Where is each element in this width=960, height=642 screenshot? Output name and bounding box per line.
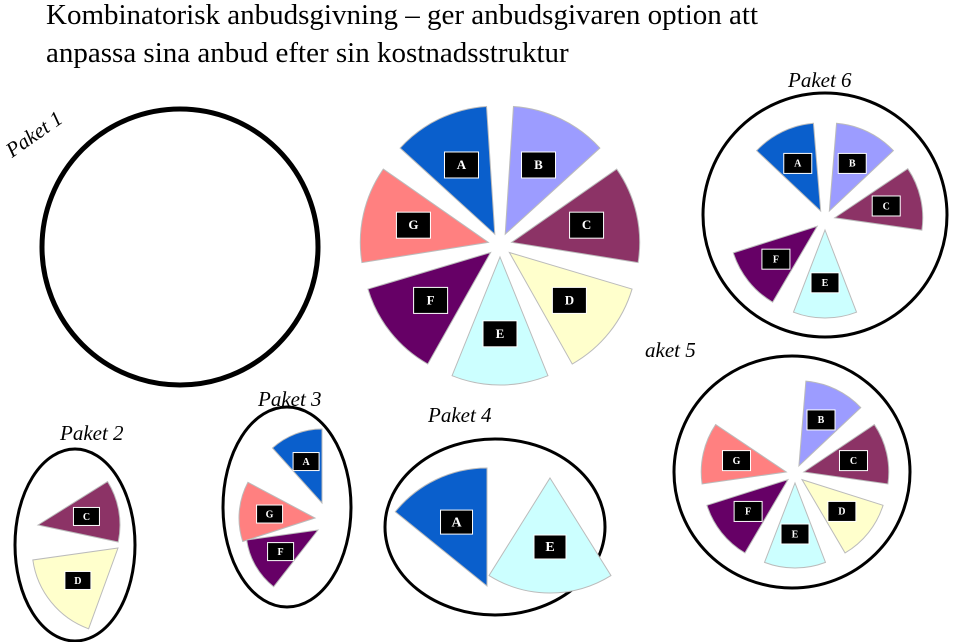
segment-label-box (733, 500, 763, 522)
segment-label: C (850, 456, 857, 467)
segment-label-box (761, 248, 791, 270)
segment-label: D (838, 507, 845, 518)
segment-label-box (440, 509, 474, 535)
segment-label: C (83, 512, 90, 523)
segment-label-box (395, 211, 431, 239)
segment-label-box (722, 450, 752, 472)
package-circle (221, 405, 353, 609)
segment-label-box (806, 409, 836, 431)
segment-label: G (408, 217, 418, 232)
segment-label: A (794, 159, 802, 170)
package-label: Paket 1 (0, 106, 67, 163)
segment-label: E (496, 326, 505, 341)
package-label: Paket 6 (787, 68, 852, 92)
segment-label-box (482, 320, 518, 348)
segment-label-box (413, 286, 449, 314)
segment-label: F (427, 292, 435, 307)
title-line: anpassa sina anbud efter sin kostnadsstr… (46, 37, 569, 69)
segment-label: E (822, 278, 829, 289)
segment-label: B (849, 159, 856, 170)
package-circle (39, 106, 321, 388)
package-label: Paket 4 (427, 403, 492, 427)
segment-label: D (565, 292, 574, 307)
segment-label-box (292, 452, 320, 472)
segment-label-box (521, 151, 557, 179)
segment-label: B (818, 415, 825, 426)
title-line: Kombinatorisk anbudsgivning – ger anbuds… (46, 0, 758, 31)
package-circle (672, 354, 912, 590)
package-circle (383, 437, 607, 617)
segment-label-box (569, 211, 605, 239)
segment-label-box (64, 570, 92, 590)
package-label: Paket 3 (257, 387, 322, 411)
segment-label: F (745, 507, 751, 518)
segment-label: F (278, 547, 284, 558)
segment-label: B (534, 157, 543, 172)
segment-label-box (827, 500, 857, 522)
package-circle (13, 447, 137, 642)
segment-label-box (783, 152, 813, 174)
package-label: Paket 2 (59, 421, 124, 445)
package-label: aket 5 (645, 338, 696, 362)
segment-label: A (302, 457, 310, 468)
segment-label-box (267, 542, 295, 562)
segment-label: C (883, 201, 890, 212)
segment-label: A (451, 515, 462, 530)
segment-label-box (256, 504, 284, 524)
segment-label: G (733, 456, 741, 467)
segment-label: D (74, 576, 81, 587)
segment-label-box (837, 152, 867, 174)
segment-label-box (838, 450, 868, 472)
segment-label-box (533, 534, 567, 560)
segment-label: E (792, 529, 799, 540)
segment-label: A (457, 157, 467, 172)
segment-label-box (810, 272, 840, 294)
segment-label-box (780, 523, 810, 545)
segment-label-box (871, 195, 901, 217)
segment-label: F (773, 254, 779, 265)
segment-label: C (582, 217, 591, 232)
package-circle (701, 91, 949, 339)
segment-label-box (551, 286, 587, 314)
segment-label: E (545, 540, 554, 555)
segment-label: G (266, 509, 274, 520)
segment-label-box (72, 506, 100, 526)
segment-label-box (443, 151, 479, 179)
